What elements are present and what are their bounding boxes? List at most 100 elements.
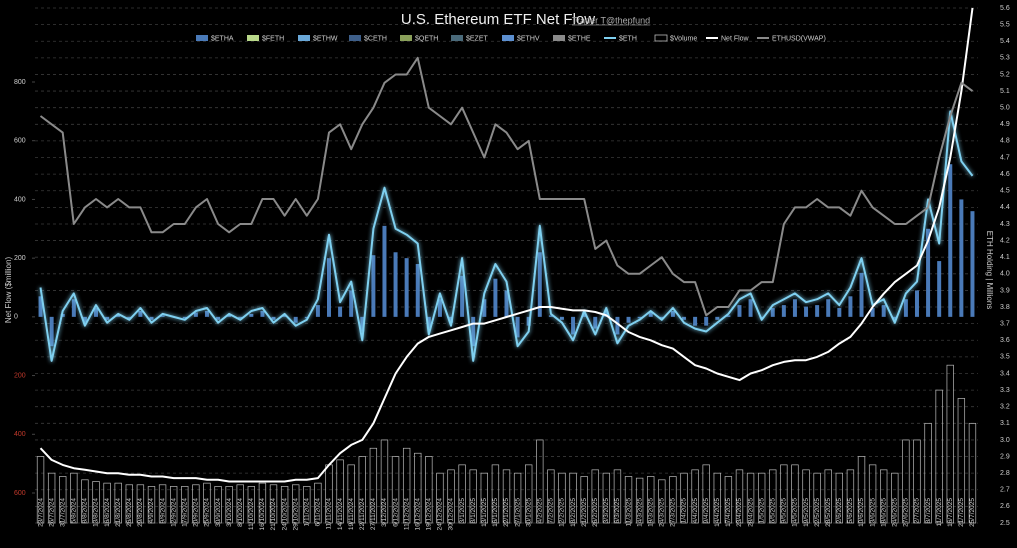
volume-bar	[591, 469, 599, 524]
volume-bar	[513, 472, 522, 524]
x-tick-label: 21/7/2025	[958, 498, 965, 527]
flow-bar	[693, 316, 698, 326]
x-tick-label: 28/5/2025	[825, 498, 832, 527]
x-tick-label: 19/3/2025	[647, 498, 654, 527]
y2-tick-label: 5.4	[1000, 38, 1010, 45]
flow-bar	[604, 310, 609, 317]
x-tick-label: 23/7/2024	[37, 498, 44, 527]
x-tick-label: 27/11/2024	[370, 498, 377, 530]
flow-bar	[182, 316, 187, 319]
x-tick-label: 28/4/2025	[747, 498, 754, 527]
volume-bar	[391, 456, 400, 524]
volume-bar	[724, 476, 733, 524]
volume-bar	[780, 464, 788, 524]
legend-swatch	[451, 35, 463, 41]
x-tick-label: 23/4/2025	[736, 498, 743, 527]
volume-bar	[236, 484, 244, 524]
x-tick-label: 24/10/2024	[281, 498, 288, 531]
y2-tick-label: 3.7	[1000, 320, 1010, 327]
x-tick-label: 29/10/2024	[292, 498, 299, 531]
y2-tick-label: 3.8	[1000, 304, 1010, 311]
volume-bar	[480, 472, 488, 524]
x-tick-label: 4/4/2025	[692, 498, 699, 524]
volume-bar	[957, 398, 966, 524]
x-tick-label: 25/9/2024	[204, 498, 211, 527]
legend-label: $FETH	[262, 35, 284, 42]
flow-bar	[792, 299, 797, 317]
x-tick-label: 4/9/2024	[148, 498, 155, 524]
volume-bar	[47, 472, 56, 524]
y-tick-label: 200	[14, 255, 26, 262]
flow-bar	[815, 305, 820, 317]
flow-bar	[38, 296, 43, 317]
volume-bar	[169, 486, 178, 524]
flow-bar	[49, 316, 54, 347]
volume-bar	[835, 472, 844, 524]
legend-swatch	[654, 34, 668, 42]
x-tick-label: 16/1/2025	[492, 498, 499, 527]
x-tick-label: 27/6/2025	[903, 498, 910, 527]
volume-bar	[569, 472, 577, 524]
flow-bar	[138, 310, 143, 317]
volume-bar	[358, 456, 366, 524]
volume-bar	[680, 472, 688, 524]
x-tick-label: 22/11/2024	[359, 498, 366, 530]
y2-tick-label: 5.5	[1000, 21, 1010, 28]
volume-bar	[192, 484, 200, 524]
y2-tick-label: 3.9	[1000, 287, 1010, 294]
flow-bar	[804, 306, 809, 317]
x-tick-label: 13/1/2025	[481, 498, 488, 527]
flow-bar	[559, 316, 564, 320]
flow-bar	[216, 316, 221, 320]
x-tick-label: 1/11/2024	[304, 498, 311, 527]
volume-bar	[913, 439, 921, 524]
volume-bar	[769, 469, 777, 524]
volume-bar	[380, 439, 389, 524]
x-tick-label: 27/3/2025	[670, 498, 677, 527]
flow-bar	[482, 299, 487, 317]
y2-tick-label: 2.9	[1000, 453, 1010, 460]
flow-bar	[948, 164, 953, 317]
volume-bar	[436, 472, 444, 524]
flow-bar	[393, 252, 398, 317]
volume-bar	[347, 464, 355, 524]
y2-tick-label: 5.0	[1000, 105, 1010, 112]
flow-bar	[71, 299, 76, 317]
y-tick-label: 600	[14, 490, 26, 497]
volume-bar	[491, 464, 500, 524]
flow-bar	[382, 225, 387, 317]
flow-bar	[571, 316, 576, 335]
y2-tick-label: 4.0	[1000, 271, 1010, 278]
volume-bar	[181, 486, 189, 524]
y2-tick-label: 3.5	[1000, 354, 1010, 361]
volume-bar	[968, 422, 977, 524]
y2-tick-label: 5.3	[1000, 55, 1010, 62]
x-tick-label: 21/2/2025	[581, 498, 588, 527]
flow-bar	[970, 211, 975, 317]
flow-bar	[437, 299, 442, 317]
flow-bar	[726, 315, 731, 317]
legend-label: $QETH	[415, 35, 438, 42]
legend-label: $ETHW	[313, 35, 338, 42]
x-tick-label: 29/8/2024	[137, 498, 144, 527]
y2-tick-label: 3.1	[1000, 420, 1010, 427]
flow-bar	[204, 310, 209, 317]
volume-bar	[269, 484, 278, 524]
flow-bar	[471, 316, 476, 347]
flow-bar	[371, 255, 376, 317]
flow-bar	[460, 275, 465, 317]
volume-bar	[802, 469, 810, 524]
x-tick-label: 16/8/2024	[104, 498, 111, 527]
x-tick-label: 14/3/2025	[636, 498, 643, 527]
y2-tick-label: 3.3	[1000, 387, 1010, 394]
flow-bar	[737, 305, 742, 317]
flow-bar	[404, 258, 409, 317]
flow-bar	[127, 316, 132, 319]
volume-bar	[280, 486, 289, 524]
volume-bar	[580, 476, 588, 524]
y2-tick-label: 5.2	[1000, 71, 1010, 78]
volume-bar	[691, 469, 699, 524]
legend-swatch	[349, 35, 361, 41]
y2-tick-label: 4.5	[1000, 188, 1010, 195]
volume-bar	[125, 484, 133, 524]
